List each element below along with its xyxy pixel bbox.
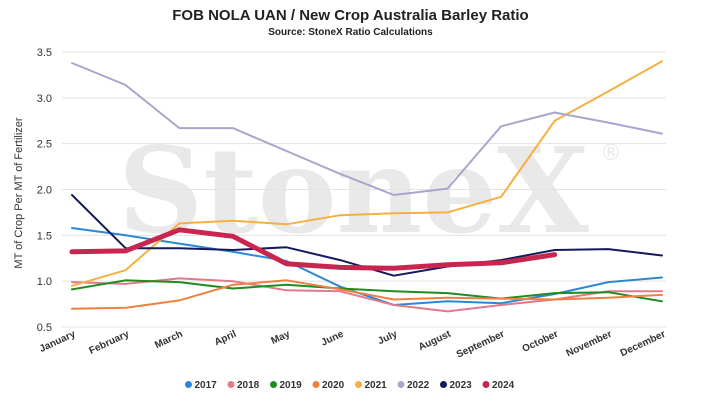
legend-marker-2019 xyxy=(270,381,277,388)
x-tick-label: March xyxy=(153,329,184,351)
x-tick-label: April xyxy=(213,329,238,349)
y-tick-label: 0.5 xyxy=(37,322,52,334)
legend-label-2017: 2017 xyxy=(195,380,218,391)
watermark: StoneX ® xyxy=(118,121,622,260)
y-tick-label: 2.5 xyxy=(37,139,52,151)
x-tick-label: May xyxy=(270,329,293,347)
series-line-2022 xyxy=(71,62,663,196)
legend-label-2021: 2021 xyxy=(365,380,388,391)
watermark-registered-mark: ® xyxy=(600,141,622,166)
x-tick-label: September xyxy=(455,329,507,361)
legend: 2017 2018 2019 2020 2021 2022 2023 2024 xyxy=(185,380,515,391)
series-line-2020 xyxy=(71,279,663,310)
y-tick-label: 2.0 xyxy=(37,185,52,197)
legend-label-2023: 2023 xyxy=(450,380,473,391)
x-tick-label: February xyxy=(87,329,131,357)
y-tick-label: 1.5 xyxy=(37,230,52,242)
legend-label-2019: 2019 xyxy=(280,380,303,391)
legend-label-2020: 2020 xyxy=(322,380,345,391)
legend-marker-2022 xyxy=(397,381,405,388)
legend-marker-2020 xyxy=(312,381,320,388)
legend-label-2024: 2024 xyxy=(492,380,515,391)
series-line-2024 xyxy=(69,227,558,271)
y-tick-label: 1.0 xyxy=(37,276,52,288)
series-line-2019 xyxy=(71,279,663,303)
x-tick-label: August xyxy=(417,328,453,353)
gridlines xyxy=(62,51,666,328)
series-line-2018 xyxy=(71,277,663,313)
x-tick-label: October xyxy=(521,329,560,355)
legend-marker-2021 xyxy=(355,381,362,388)
legend-label-2018: 2018 xyxy=(237,380,260,391)
x-tick-label: December xyxy=(619,329,668,359)
x-tick-label: July xyxy=(376,329,399,348)
x-tick-label: June xyxy=(320,329,346,349)
legend-label-2022: 2022 xyxy=(407,380,430,391)
legend-marker-2023 xyxy=(440,381,447,388)
legend-marker-2024 xyxy=(482,381,490,388)
y-axis-label: MT of Crop Per MT of Fertilizer xyxy=(13,117,25,269)
y-tick-label: 3.5 xyxy=(37,47,52,59)
legend-marker-2018 xyxy=(227,381,235,388)
chart-title: FOB NOLA UAN / New Crop Australia Barley… xyxy=(172,7,529,24)
legend-marker-2017 xyxy=(185,381,192,388)
chart-subtitle: Source: StoneX Ratio Calculations xyxy=(268,27,433,38)
series-lines xyxy=(69,60,663,313)
x-tick-label: November xyxy=(565,329,614,360)
y-tick-label: 3.0 xyxy=(37,93,52,105)
watermark-text: StoneX xyxy=(118,121,589,260)
